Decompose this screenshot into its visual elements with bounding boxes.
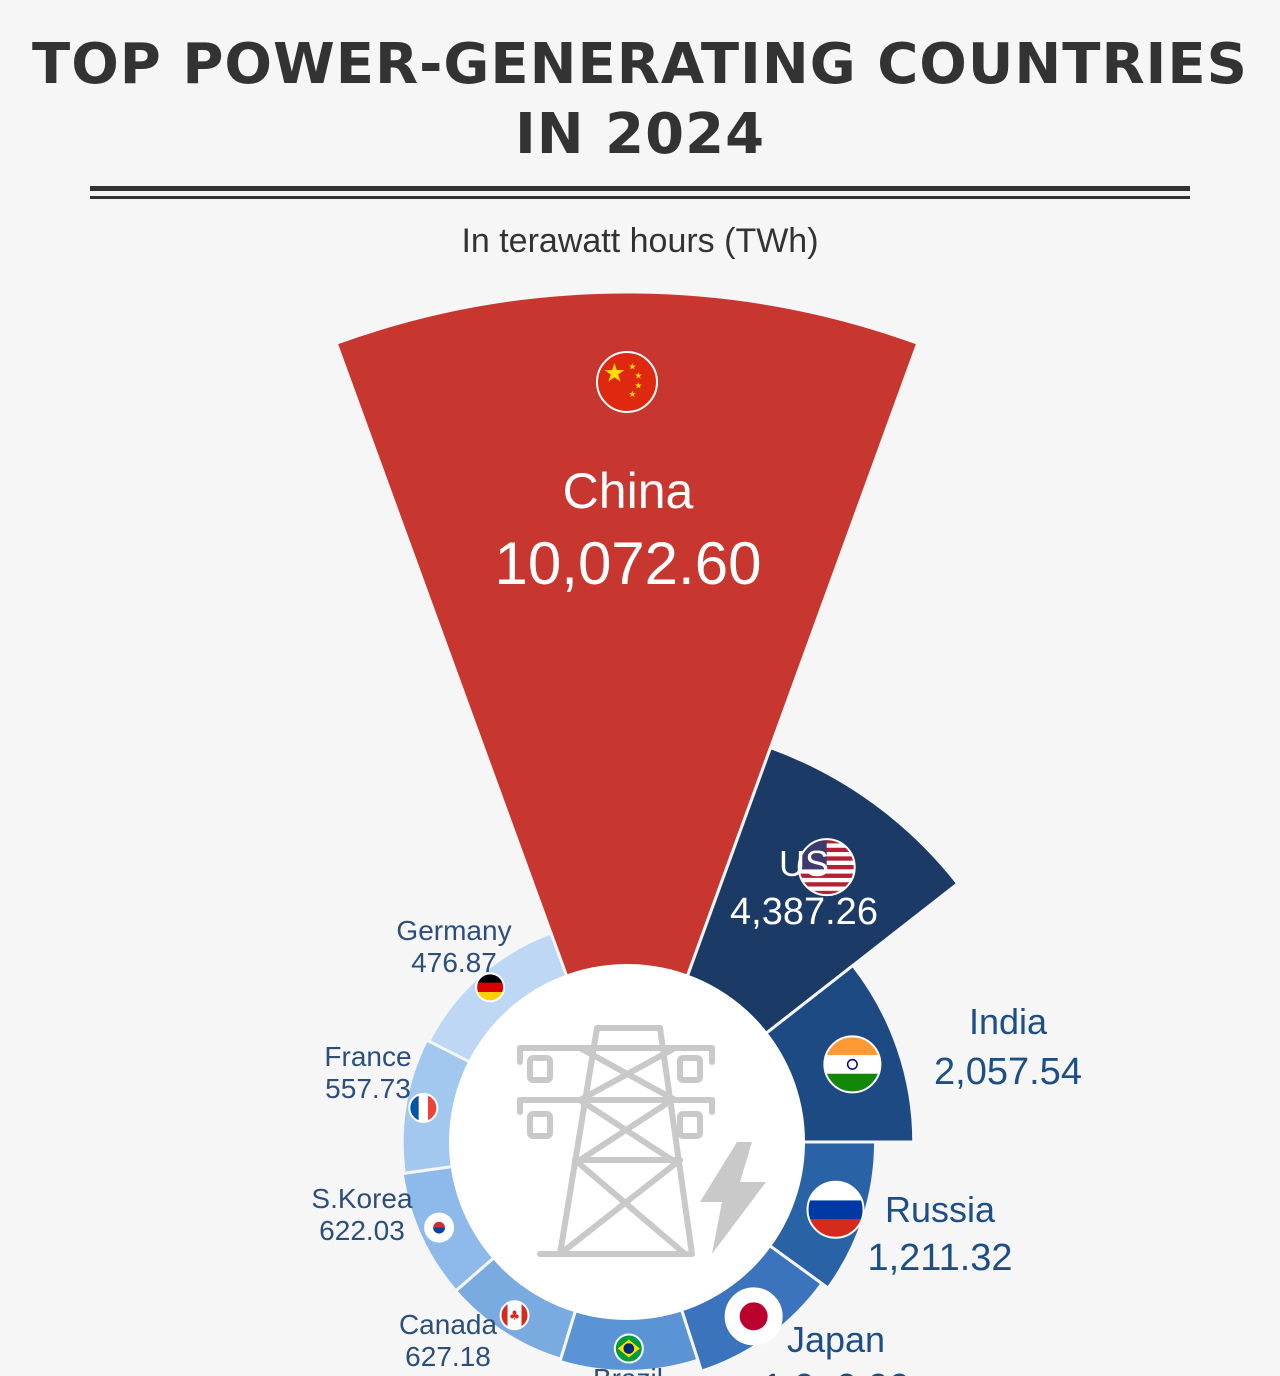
label-india-value: 2,057.54 — [934, 1051, 1082, 1093]
label-skorea-name: S.Korea — [311, 1183, 413, 1214]
label-china-value: 10,072.60 — [495, 530, 762, 597]
label-france-name: France — [324, 1041, 411, 1072]
china-flag-icon: ★ ★★★★ — [596, 351, 658, 413]
label-skorea-value: 622.03 — [319, 1215, 405, 1246]
title-divider-thin — [90, 196, 1190, 199]
us-flag-icon — [797, 838, 856, 897]
svg-text:★: ★ — [628, 390, 636, 400]
skorea-flag-icon — [424, 1212, 455, 1243]
chart-title-line-2: IN 2024 — [514, 102, 766, 167]
label-canada-name: Canada — [399, 1309, 498, 1340]
label-brazil-name: Brazil — [593, 1363, 663, 1376]
france-flag-icon — [408, 1092, 439, 1123]
lightning-icon — [700, 1142, 766, 1254]
chart-title: TOP POWER-GENERATING COUNTRIES IN 2024 — [0, 30, 1280, 170]
japan-flag-icon — [724, 1287, 783, 1346]
svg-text:★: ★ — [628, 362, 636, 372]
label-russia-name: Russia — [885, 1189, 996, 1230]
svg-text:★: ★ — [634, 371, 642, 381]
label-us-value: 4,387.26 — [730, 891, 878, 933]
canada-flag-icon: ♣ — [499, 1300, 530, 1331]
label-us-name: US — [779, 843, 829, 884]
label-germany-value: 476.87 — [411, 947, 497, 978]
germany-flag-icon — [475, 972, 506, 1003]
svg-text:★: ★ — [603, 358, 626, 388]
unit-subtitle: In terawatt hours (TWh) — [461, 222, 819, 260]
title-divider-thick — [90, 186, 1190, 191]
label-china-name: China — [563, 463, 694, 519]
svg-text:★: ★ — [634, 382, 642, 392]
label-india-name: India — [969, 1001, 1048, 1042]
label-japan-name: Japan — [787, 1319, 885, 1360]
power-pylon-icon — [517, 1025, 715, 1257]
brazil-flag-icon — [613, 1333, 644, 1364]
svg-text:♣: ♣ — [509, 1307, 520, 1322]
label-germany-name: Germany — [396, 915, 511, 946]
label-france-value: 557.73 — [325, 1073, 411, 1104]
label-russia-value: 1,211.32 — [867, 1237, 1012, 1279]
russia-flag-icon — [806, 1180, 865, 1239]
label-japan-value: 1,0_0.00 — [762, 1367, 910, 1376]
india-flag-icon — [823, 1035, 882, 1094]
center-disk — [449, 964, 805, 1320]
chart-title-line-1: TOP POWER-GENERATING COUNTRIES — [32, 32, 1248, 97]
label-canada-value: 627.18 — [405, 1341, 491, 1372]
